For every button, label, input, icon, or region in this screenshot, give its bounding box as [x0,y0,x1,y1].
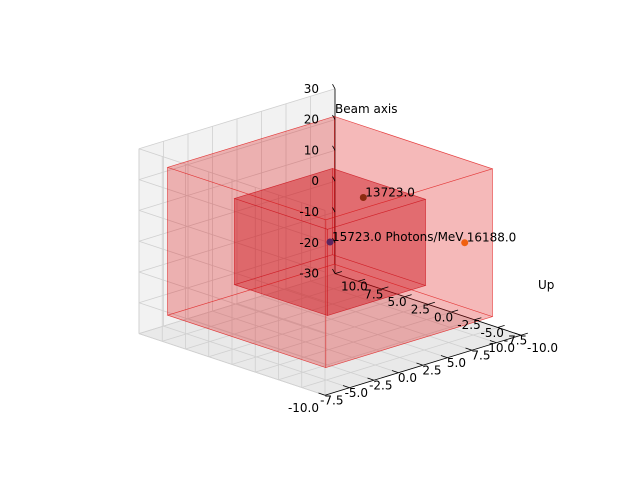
grid-line [138,273,336,334]
y-tick-label: 5.0 [447,356,466,370]
grid-line [138,333,326,396]
grid-line [187,318,375,381]
data-points: 13723.0 15723.0 Photons/MeV 16188.0 [326,186,517,247]
z-tick-label: -30 [299,267,319,281]
z-tick [332,238,336,243]
x-tick-label: 0.0 [434,310,453,324]
grid-line [163,325,350,389]
y-tick-label: -2.5 [369,379,392,393]
grid-line [212,310,399,374]
grid-line [138,119,336,180]
z-tick [332,268,336,274]
z-axis-label: Beam axis [335,102,398,116]
y-tick [489,340,497,344]
z-tick-label: 30 [304,82,319,96]
x-tick-label: 2.5 [411,303,430,317]
x-tick-label: -7.5 [504,334,527,348]
data-point-label: 13723.0 [365,186,415,200]
z-tick [332,207,336,213]
y-tick [465,347,473,351]
x-tick-label: 5.0 [388,295,407,309]
y-tick [514,332,522,336]
volume-box-2 [233,168,427,316]
data-point [461,239,469,247]
x-tick [404,294,412,298]
y-tick-label: -7.5 [320,394,343,408]
x-tick [451,309,459,313]
grid-line [138,302,326,365]
y-tick-label: -5.0 [345,386,368,400]
tick-labels: -30-20-100102030-10.0-7.5-5.0-2.50.02.55… [288,82,558,415]
z-tick-label: 10 [304,143,319,157]
y-tick [440,355,448,359]
z-tick [332,176,336,182]
y-tick [367,377,375,381]
grid-line [236,303,424,366]
y-tick-label: 10.0 [488,341,515,355]
y-tick-label: -10.0 [288,401,319,415]
data-point [359,194,367,201]
x-tick [474,317,482,321]
grid-line [138,179,326,242]
z-tick-label: -10 [299,205,319,219]
y-tick [318,392,326,396]
grid-line [138,180,336,242]
x-tick [427,301,435,305]
y-tick [416,362,424,366]
box-face-top [233,168,427,230]
grid-line [310,280,497,344]
data-point-label: 16188.0 [467,231,517,245]
grid-line [138,88,336,150]
grid-line [138,148,326,211]
grid-line [138,240,326,304]
volume-boxes [166,115,494,369]
data-point-label: 15723.0 Photons/MeV [332,230,464,244]
z-tick [332,114,336,120]
y-tick-label: 7.5 [471,349,490,363]
y-tick [342,385,350,389]
grid-line [138,150,336,211]
grid-line [138,210,326,273]
x-tick [334,271,342,274]
y-tick-label: 0.0 [398,371,417,385]
x-axis-line [334,273,522,336]
z-tick-label: 0 [311,174,319,188]
y-tick [391,370,399,374]
x-tick [520,332,528,336]
z-tick-label: -20 [299,236,319,250]
x-tick [497,325,505,328]
x-tick-label: -10.0 [527,341,558,355]
grid-line [138,271,326,334]
z-tick [332,145,336,151]
data-point [326,238,334,246]
z-tick [332,84,336,89]
x-tick-label: -2.5 [457,318,480,332]
y-tick-label: 2.5 [422,364,441,378]
grid-line [138,211,336,273]
x-tick-label: 7.5 [364,287,383,301]
x-tick [358,278,366,282]
x-tick [381,286,389,290]
z-tick-label: 20 [304,113,319,127]
grid-line [261,295,448,359]
y-axis-label: Up [538,278,554,292]
x-tick-label: 10.0 [341,280,368,294]
grid-line [285,288,473,351]
x-tick-label: -5.0 [481,326,504,340]
grid-line [138,242,336,304]
